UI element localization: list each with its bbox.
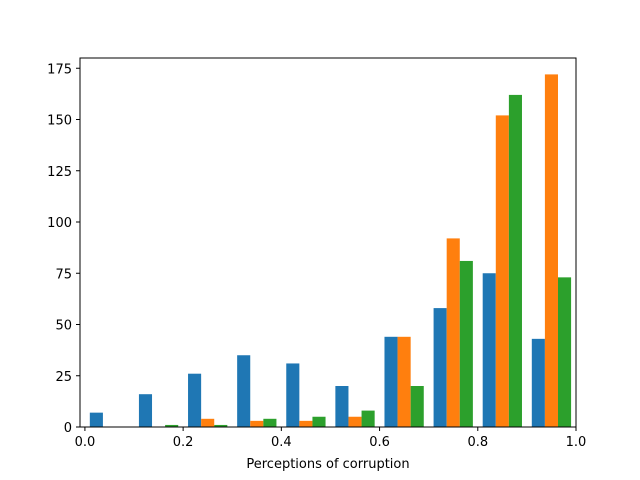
bar-series3-bin9 bbox=[508, 94, 522, 428]
bar-series3-bin6 bbox=[361, 410, 375, 427]
bars-group bbox=[89, 74, 572, 428]
y-tick-label: 175 bbox=[47, 62, 72, 77]
y-tick-label: 25 bbox=[55, 370, 72, 385]
plot-area-frame bbox=[79, 57, 577, 428]
bar-series3-bin2 bbox=[165, 424, 179, 427]
bar-series1-bin9 bbox=[482, 273, 496, 427]
x-tick-label: 0.2 bbox=[173, 435, 194, 450]
x-axis: 0.0 0.2 0.4 0.6 0.8 1.0 bbox=[75, 427, 587, 450]
bar-series1-bin5 bbox=[286, 363, 300, 427]
bar-series1-bin6 bbox=[335, 386, 349, 427]
bar-series2-bin4 bbox=[250, 420, 264, 427]
bar-series3-bin3 bbox=[214, 424, 228, 427]
bar-series2-bin10 bbox=[544, 74, 558, 428]
bar-series1-bin4 bbox=[237, 355, 251, 427]
bar-series3-bin5 bbox=[312, 416, 326, 427]
bar-series2-bin8 bbox=[446, 238, 460, 427]
y-tick-label: 125 bbox=[47, 165, 72, 180]
bar-series1-bin10 bbox=[531, 338, 545, 427]
y-tick-label: 50 bbox=[55, 319, 72, 334]
bar-series1-bin2 bbox=[138, 394, 153, 427]
x-tick-label: 1.0 bbox=[566, 435, 587, 450]
bar-series2-bin7 bbox=[397, 336, 411, 427]
bar-series1-bin8 bbox=[433, 308, 447, 427]
bar-series2-bin5 bbox=[299, 420, 313, 427]
x-tick-label: 0.0 bbox=[75, 435, 96, 450]
bar-series2-bin9 bbox=[495, 115, 509, 428]
bar-series1-bin7 bbox=[384, 336, 398, 427]
x-tick-label: 0.6 bbox=[369, 435, 390, 450]
bar-series1-bin1 bbox=[89, 412, 103, 427]
x-tick-label: 0.4 bbox=[271, 435, 292, 450]
bar-series2-bin6 bbox=[348, 416, 362, 427]
bar-series2-bin3 bbox=[201, 418, 215, 427]
x-axis-label: Perceptions of corruption bbox=[246, 457, 409, 472]
bar-series3-bin8 bbox=[459, 260, 473, 427]
y-tick-label: 100 bbox=[47, 216, 72, 231]
bar-series3-bin7 bbox=[410, 386, 424, 427]
bar-series1-bin3 bbox=[188, 373, 202, 427]
y-tick-label: 150 bbox=[47, 114, 72, 129]
bar-series3-bin4 bbox=[263, 418, 277, 427]
y-axis: 0 25 50 75 100 125 150 175 bbox=[47, 62, 80, 436]
x-tick-label: 0.8 bbox=[467, 435, 488, 450]
bar-series3-bin10 bbox=[557, 277, 572, 427]
y-tick-label: 75 bbox=[55, 267, 72, 282]
y-tick-label: 0 bbox=[64, 421, 72, 436]
